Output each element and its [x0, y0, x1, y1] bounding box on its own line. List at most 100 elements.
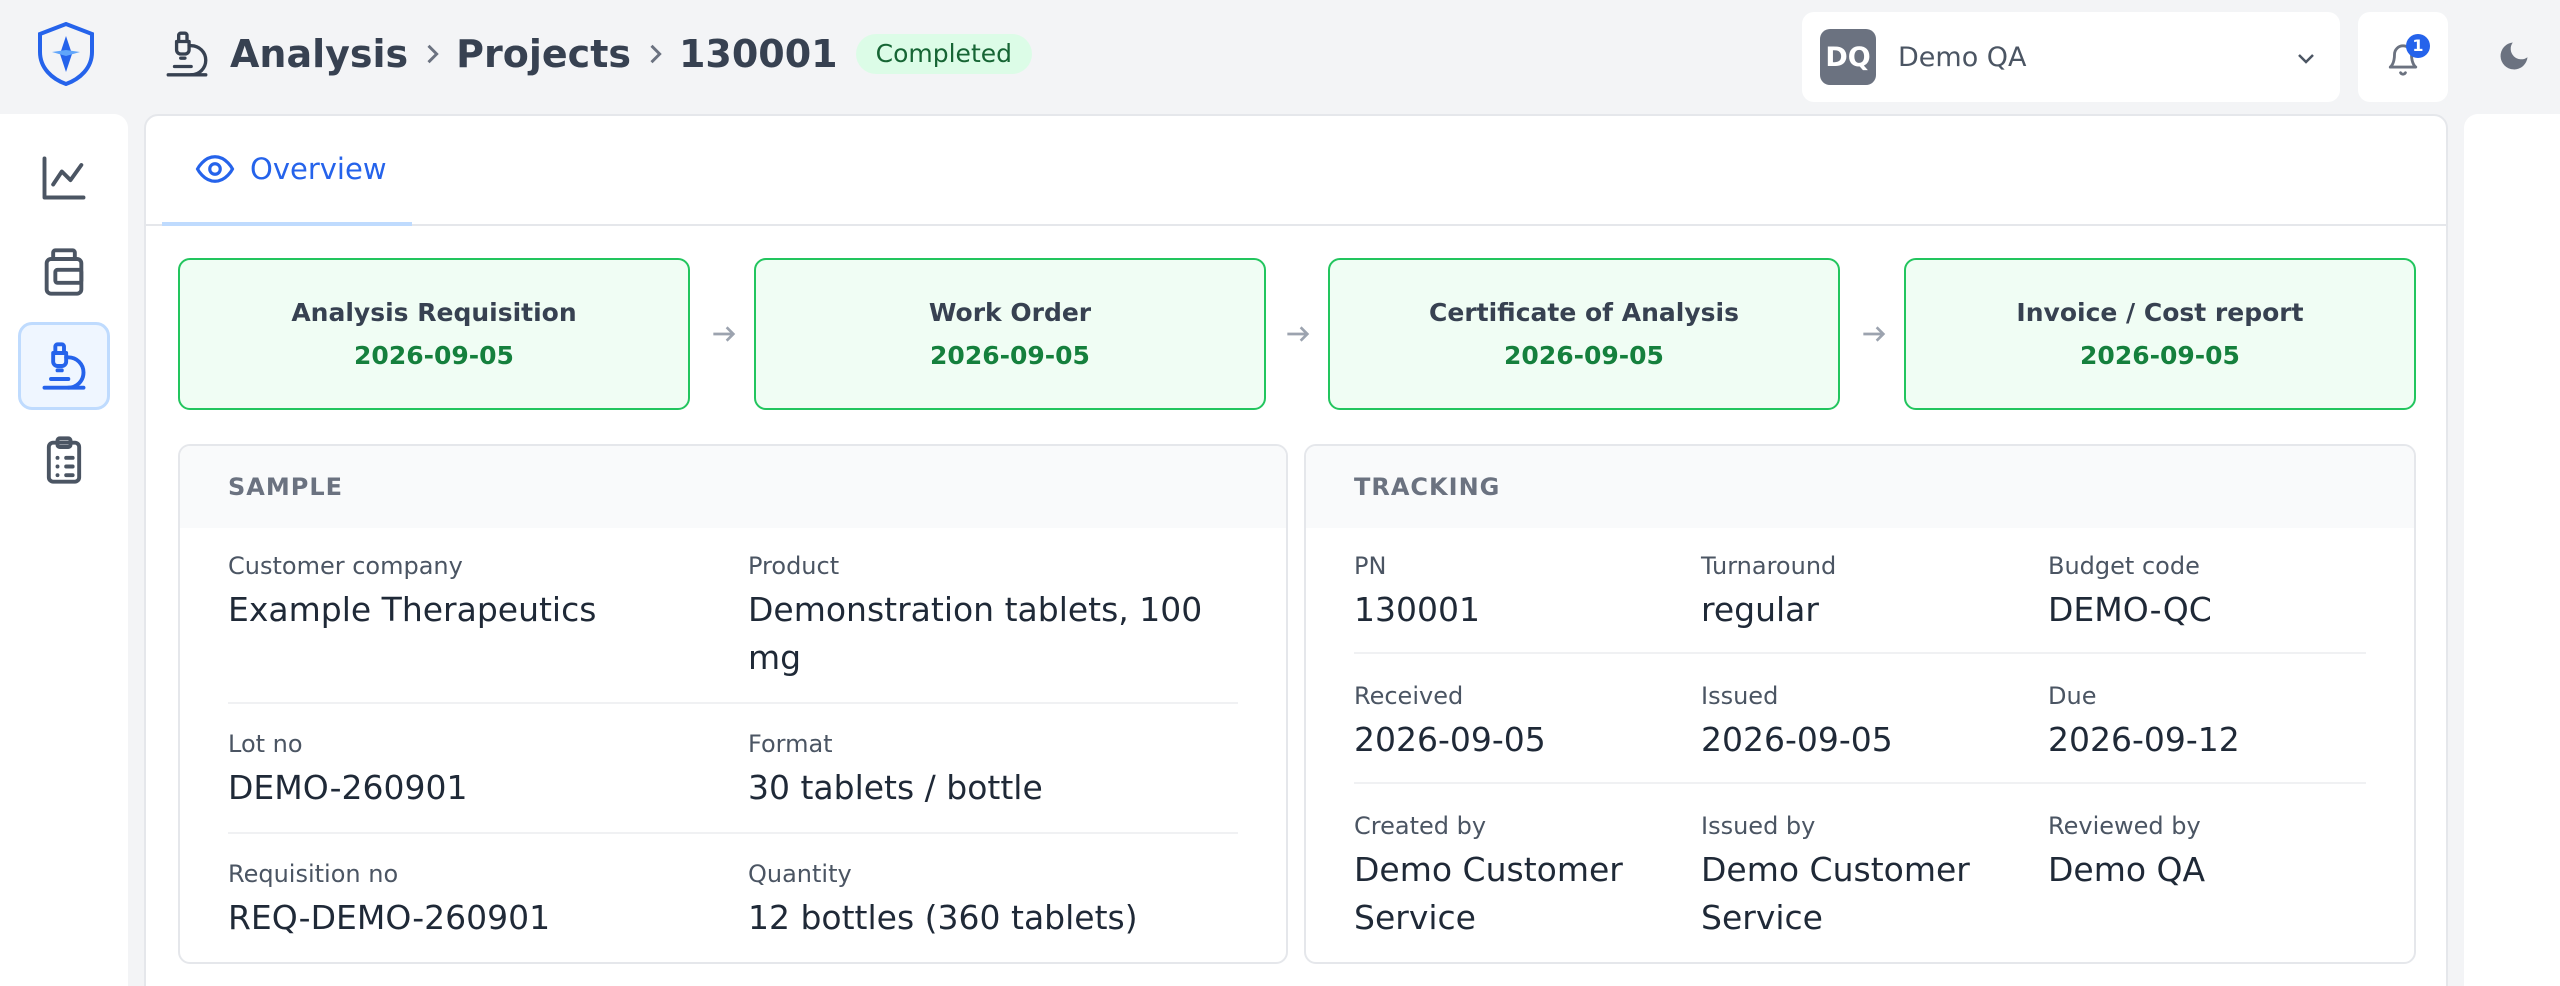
- step-date: 2026-09-05: [1504, 341, 1664, 370]
- tracking-panel-heading: TRACKING: [1306, 446, 2414, 528]
- field-value: regular: [1701, 590, 1819, 629]
- field-value: 2026-09-05: [1701, 720, 1893, 759]
- account-selector[interactable]: DQ Demo QA: [1802, 12, 2340, 102]
- step-date: 2026-09-05: [930, 341, 1090, 370]
- field-label: Customer company: [228, 552, 463, 580]
- sidebar-item-analysis[interactable]: [18, 322, 110, 410]
- moon-icon[interactable]: [2496, 38, 2532, 74]
- chart-line-icon: [42, 156, 86, 200]
- field-value: DEMO-260901: [228, 768, 468, 807]
- field-label: Issued by: [1701, 812, 1816, 840]
- workflow-step-requisition[interactable]: Analysis Requisition 2026-09-05: [178, 258, 690, 410]
- row-divider: [228, 702, 1238, 704]
- field-label: Product: [748, 552, 840, 580]
- field-due: Due 2026-09-12: [2048, 682, 2368, 764]
- sample-panel-heading: SAMPLE: [180, 446, 1286, 528]
- bell-icon: [2388, 44, 2418, 76]
- workflow-step-invoice[interactable]: Invoice / Cost report 2026-09-05: [1904, 258, 2416, 410]
- arrow-right-icon: [1863, 326, 1886, 342]
- step-date: 2026-09-05: [2080, 341, 2240, 370]
- shield-logo-icon: [38, 21, 94, 87]
- field-format: Format 30 tablets / bottle: [748, 730, 1228, 812]
- field-label: Received: [1354, 682, 1464, 710]
- breadcrumb-projects[interactable]: Projects: [456, 32, 631, 76]
- field-value: Demonstration tablets, 100 mg: [748, 590, 1203, 677]
- field-label: Budget code: [2048, 552, 2200, 580]
- breadcrumb-analysis[interactable]: Analysis: [230, 32, 409, 76]
- breadcrumb: Analysis Projects 130001 Completed: [162, 26, 1032, 82]
- field-value: Demo Customer Service: [1701, 850, 1970, 937]
- field-customer-company: Customer company Example Therapeutics: [228, 552, 708, 634]
- project-overview-card: Overview Analysis Requisition 2026-09-05…: [144, 114, 2448, 986]
- sidebar: [0, 114, 128, 986]
- step-title: Analysis Requisition: [291, 298, 577, 327]
- field-quantity: Quantity 12 bottles (360 tablets): [748, 860, 1248, 942]
- jar-icon: [44, 248, 84, 296]
- sidebar-item-samples[interactable]: [18, 228, 110, 316]
- field-label: PN: [1354, 552, 1387, 580]
- field-value: 30 tablets / bottle: [748, 768, 1043, 807]
- chevron-right-icon: [427, 44, 439, 64]
- tab-overview[interactable]: Overview: [162, 116, 412, 226]
- account-name: Demo QA: [1898, 41, 2027, 73]
- field-product: Product Demonstration tablets, 100 mg: [748, 552, 1228, 682]
- field-requisition-no: Requisition no REQ-DEMO-260901: [228, 860, 708, 942]
- field-label: Created by: [1354, 812, 1487, 840]
- row-divider: [1354, 652, 2366, 654]
- field-created-by: Created by Demo Customer Service: [1354, 812, 1674, 942]
- field-issued: Issued 2026-09-05: [1701, 682, 2021, 764]
- field-received: Received 2026-09-05: [1354, 682, 1674, 764]
- field-value: REQ-DEMO-260901: [228, 898, 551, 937]
- field-label: Lot no: [228, 730, 303, 758]
- field-lot-no: Lot no DEMO-260901: [228, 730, 708, 812]
- field-reviewed-by: Reviewed by Demo QA: [2048, 812, 2368, 894]
- row-divider: [228, 832, 1238, 834]
- clipboard-list-icon: [46, 436, 82, 484]
- arrow-right-icon: [1287, 326, 1310, 342]
- status-badge: Completed: [855, 34, 1032, 74]
- app-logo[interactable]: [36, 21, 96, 87]
- field-value: 12 bottles (360 tablets): [748, 898, 1138, 937]
- chevron-right-icon: [650, 44, 662, 64]
- field-value: 2026-09-12: [2048, 720, 2240, 759]
- field-label: Turnaround: [1701, 552, 1837, 580]
- tab-label: Overview: [250, 152, 387, 186]
- step-title: Certificate of Analysis: [1429, 298, 1739, 327]
- field-value: Example Therapeutics: [228, 590, 597, 629]
- field-label: Reviewed by: [2048, 812, 2201, 840]
- microscope-icon: [42, 342, 86, 390]
- sample-panel: SAMPLE Customer company Example Therapeu…: [178, 444, 1288, 964]
- field-value: 2026-09-05: [1354, 720, 1546, 759]
- workflow-step-work-order[interactable]: Work Order 2026-09-05: [754, 258, 1266, 410]
- step-title: Invoice / Cost report: [2016, 298, 2304, 327]
- field-value: Demo QA: [2048, 850, 2206, 889]
- field-label: Requisition no: [228, 860, 399, 888]
- tab-bar: Overview: [146, 116, 2446, 226]
- sidebar-item-reports[interactable]: [18, 416, 110, 504]
- breadcrumb-project-id: 130001: [678, 32, 838, 76]
- row-divider: [1354, 782, 2366, 784]
- field-turnaround: Turnaround regular: [1701, 552, 2021, 634]
- notification-count-badge: 1: [2406, 34, 2430, 58]
- field-label: Due: [2048, 682, 2097, 710]
- field-budget-code: Budget code DEMO-QC: [2048, 552, 2368, 634]
- step-date: 2026-09-05: [354, 341, 514, 370]
- field-value: Demo Customer Service: [1354, 850, 1623, 937]
- right-side-panel: [2464, 114, 2560, 986]
- notifications-button[interactable]: 1: [2358, 12, 2448, 102]
- field-value: 130001: [1354, 590, 1480, 629]
- field-issued-by: Issued by Demo Customer Service: [1701, 812, 2021, 942]
- step-title: Work Order: [928, 298, 1092, 327]
- eye-icon: [195, 155, 235, 183]
- avatar: DQ: [1820, 29, 1876, 85]
- field-value: DEMO-QC: [2048, 590, 2212, 629]
- microscope-icon: [166, 31, 208, 77]
- field-label: Format: [748, 730, 833, 758]
- field-pn: PN 130001: [1354, 552, 1674, 634]
- chevron-down-icon: [2298, 54, 2314, 64]
- arrow-right-icon: [713, 326, 736, 342]
- field-label: Issued: [1701, 682, 1779, 710]
- field-label: Quantity: [748, 860, 852, 888]
- workflow-step-certificate[interactable]: Certificate of Analysis 2026-09-05: [1328, 258, 1840, 410]
- sidebar-item-dashboard[interactable]: [18, 134, 110, 222]
